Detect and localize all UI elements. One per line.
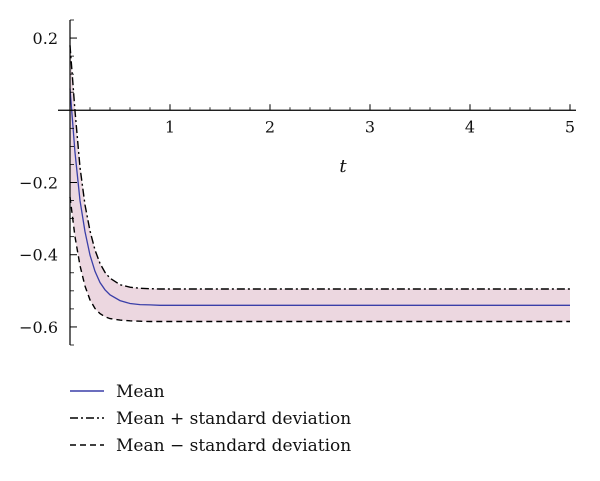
series-line-2 <box>69 196 570 323</box>
x-tick-label: 5 <box>565 117 575 136</box>
legend: Mean Mean + standard deviation Mean − stan… <box>70 382 351 456</box>
y-tick-label: −0.6 <box>19 318 58 337</box>
x-ticks: 1 2 3 4 5 <box>89 104 575 136</box>
y-tick-label: 0.2 <box>33 29 58 48</box>
x-axis-label: t <box>339 156 347 177</box>
x-tick-label: 1 <box>165 117 175 136</box>
y-tick-label: −0.2 <box>19 174 58 193</box>
x-tick-label: 4 <box>465 117 475 136</box>
legend-label-0: Mean <box>116 382 165 402</box>
series-line-0 <box>69 88 570 306</box>
y-tick-label: −0.4 <box>19 246 58 265</box>
std-band <box>70 45 570 322</box>
x-tick-label: 2 <box>265 117 275 136</box>
x-tick-label: 3 <box>365 117 375 136</box>
legend-label-1: Mean + standard deviation <box>116 409 351 429</box>
series-line-1 <box>69 45 570 290</box>
legend-label-2: Mean − standard deviation <box>116 436 351 456</box>
plot-area <box>69 45 570 323</box>
y-ticks: 0.2 −0.2 −0.4 −0.6 <box>19 19 77 346</box>
